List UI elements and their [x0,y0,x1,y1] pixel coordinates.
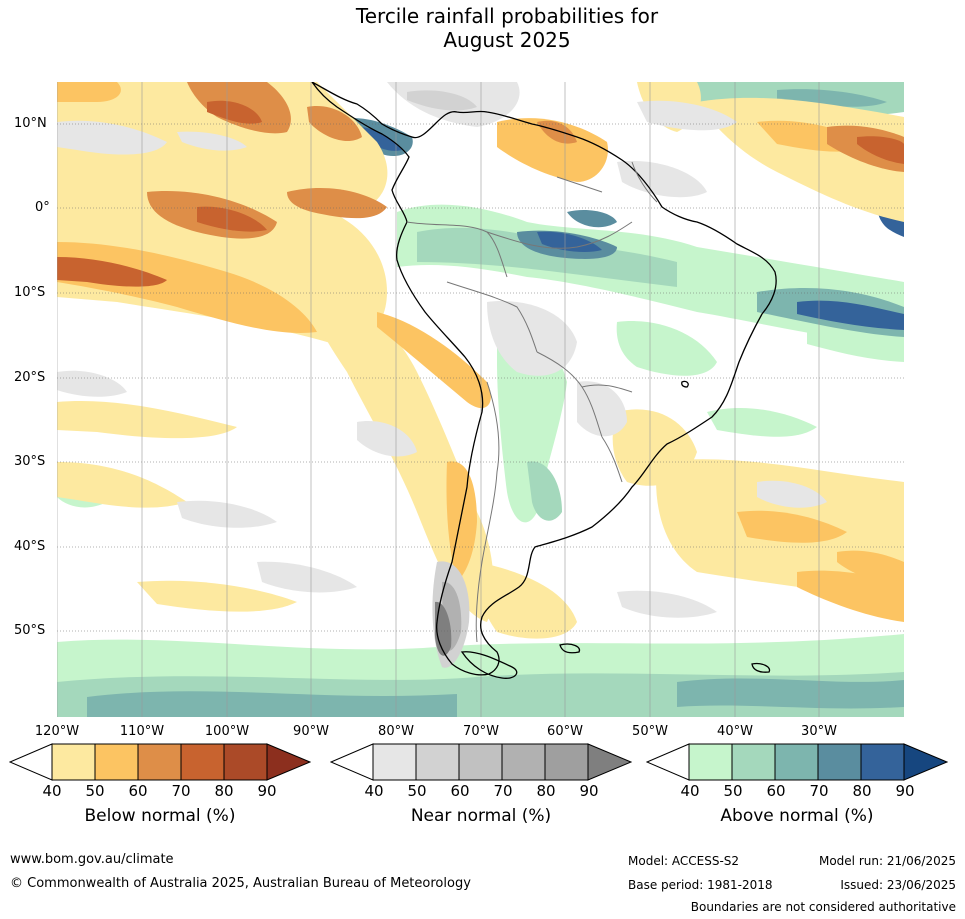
lat-label-0: 0° [35,200,50,215]
below-normal-field [57,82,904,639]
title-line-2: August 2025 [443,28,571,52]
map-title: Tercile rainfall probabilities for Augus… [0,4,965,52]
above-tick-90: 90 [895,782,915,800]
below-legend-title: Below normal (%) [84,806,236,826]
lat-label-20s: 20°S [14,370,46,385]
below-cbar-over [266,743,311,781]
above-normal-colorbar [646,743,948,781]
footer-model-run: Model run: 21/06/2025 [818,854,956,868]
below-cbar-bin-5 [223,743,268,781]
below-cbar-under [9,743,53,781]
below-tick-70: 70 [171,782,191,800]
footer-model: Model: ACCESS-S2 [628,854,740,868]
lon-label-110w: 110°W [119,724,165,739]
above-tick-40: 40 [680,782,700,800]
lon-label-120w: 120°W [34,724,80,739]
below-tick-50: 50 [85,782,105,800]
near-tick-70: 70 [493,782,513,800]
lon-label-50w: 50°W [632,724,668,739]
footer-base-period: Base period: 1981-2018 [628,878,773,892]
above-cbar-under [646,743,690,781]
below-cbar-bin-1 [51,743,96,781]
meridians [57,82,820,717]
below-cbar-bin-3 [137,743,182,781]
above-cbar-over [903,743,948,781]
above-cbar-bin-3 [774,743,819,781]
footer-copyright: © Commonwealth of Australia 2025, Austra… [10,876,471,891]
lon-label-30w: 30°W [801,724,837,739]
lon-label-60w: 60°W [547,724,583,739]
footer-disclaimer: Boundaries are not considered authoritat… [690,900,956,914]
above-tick-50: 50 [723,782,743,800]
near-cbar-over [587,743,632,781]
lon-label-100w: 100°W [204,724,250,739]
above-cbar-bin-1 [688,743,733,781]
lat-label-40s: 40°S [14,539,46,554]
map-canvas [57,82,904,717]
near-cbar-bin-4 [501,743,546,781]
near-tick-60: 60 [450,782,470,800]
footer-website: www.bom.gov.au/climate [10,852,174,867]
below-tick-60: 60 [128,782,148,800]
lat-label-50s: 50°S [14,623,46,638]
near-cbar-under [330,743,374,781]
lon-label-80w: 80°W [378,724,414,739]
above-cbar-bin-5 [860,743,905,781]
above-tick-70: 70 [809,782,829,800]
near-tick-90: 90 [579,782,599,800]
lon-label-90w: 90°W [293,724,329,739]
near-cbar-bin-3 [458,743,503,781]
below-tick-80: 80 [214,782,234,800]
below-normal-colorbar [9,743,311,781]
near-tick-40: 40 [364,782,384,800]
lon-label-70w: 70°W [463,724,499,739]
above-legend-title: Above normal (%) [720,806,874,826]
above-cbar-bin-2 [731,743,776,781]
near-cbar-bin-2 [415,743,460,781]
above-tick-60: 60 [766,782,786,800]
lon-label-40w: 40°W [717,724,753,739]
rainfall-probability-map [57,82,904,717]
near-legend-title: Near normal (%) [410,806,552,826]
graticule [57,123,904,632]
lat-label-30s: 30°S [14,454,46,469]
near-normal-field [57,82,827,668]
lat-label-10n: 10°N [14,116,47,131]
near-cbar-bin-1 [372,743,417,781]
country-borders [406,161,658,643]
near-tick-50: 50 [407,782,427,800]
below-cbar-bin-4 [180,743,225,781]
footer-issued: Issued: 23/06/2025 [840,878,956,892]
below-tick-90: 90 [257,782,277,800]
lat-label-10s: 10°S [14,285,46,300]
near-normal-colorbar [330,743,632,781]
below-cbar-bin-2 [94,743,139,781]
above-tick-80: 80 [852,782,872,800]
coastline [311,82,777,679]
above-cbar-bin-4 [817,743,862,781]
near-tick-80: 80 [536,782,556,800]
below-tick-40: 40 [42,782,62,800]
title-line-1: Tercile rainfall probabilities for [355,4,659,28]
near-cbar-bin-5 [544,743,589,781]
